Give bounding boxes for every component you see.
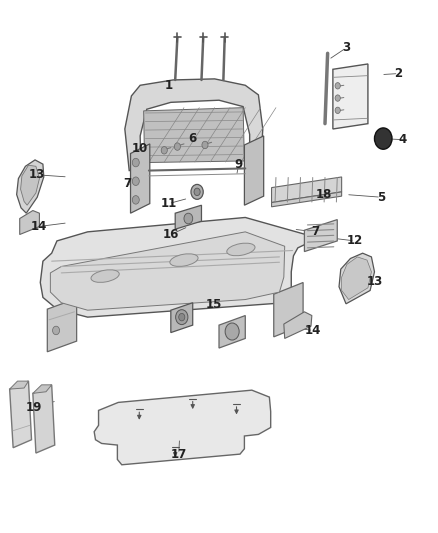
Polygon shape [244,136,264,205]
Text: 17: 17 [170,448,187,461]
Polygon shape [219,316,245,348]
Polygon shape [50,232,285,310]
Polygon shape [21,165,39,205]
Polygon shape [125,79,263,171]
Polygon shape [272,192,342,207]
Circle shape [374,128,392,149]
Text: 19: 19 [26,401,42,414]
Circle shape [132,196,139,204]
Circle shape [161,147,167,154]
Circle shape [194,188,200,196]
Text: 7: 7 [311,225,319,238]
Circle shape [132,177,139,185]
Polygon shape [94,390,271,465]
Circle shape [225,323,239,340]
Text: 9: 9 [235,158,243,171]
Polygon shape [304,220,337,252]
Text: 13: 13 [29,168,46,181]
Polygon shape [272,177,342,203]
Circle shape [53,326,60,335]
Polygon shape [284,312,312,338]
Text: 4: 4 [399,133,407,146]
Polygon shape [10,381,28,389]
Polygon shape [10,381,32,448]
Text: 1: 1 [165,79,173,92]
Text: 14: 14 [305,324,321,337]
Text: 5: 5 [377,191,385,204]
Polygon shape [171,303,193,333]
Polygon shape [144,108,244,163]
Polygon shape [20,211,39,235]
Text: 6: 6 [189,132,197,145]
Text: 12: 12 [346,235,363,247]
Circle shape [335,107,340,114]
Polygon shape [342,257,371,300]
Text: 3: 3 [342,42,350,54]
Polygon shape [33,385,52,393]
Polygon shape [40,217,306,317]
Text: 11: 11 [160,197,177,210]
Circle shape [335,95,340,101]
Text: 18: 18 [316,188,332,200]
Polygon shape [131,144,150,213]
Circle shape [179,313,185,321]
Circle shape [132,158,139,167]
Text: 16: 16 [162,228,179,241]
Polygon shape [17,160,44,213]
Circle shape [174,143,180,150]
Text: 15: 15 [205,298,222,311]
Ellipse shape [170,254,198,266]
Polygon shape [47,298,77,352]
Circle shape [191,184,203,199]
Ellipse shape [227,243,255,256]
Text: 2: 2 [395,67,403,80]
Ellipse shape [91,270,119,282]
Circle shape [184,213,193,224]
Circle shape [335,83,340,89]
Polygon shape [274,282,303,337]
Circle shape [202,141,208,149]
Polygon shape [33,385,55,453]
Polygon shape [339,253,374,304]
Text: 10: 10 [132,142,148,155]
Text: 13: 13 [366,275,383,288]
Circle shape [176,310,188,325]
Text: 7: 7 [123,177,131,190]
Polygon shape [333,64,368,129]
Text: 14: 14 [30,220,47,233]
Polygon shape [175,205,201,229]
